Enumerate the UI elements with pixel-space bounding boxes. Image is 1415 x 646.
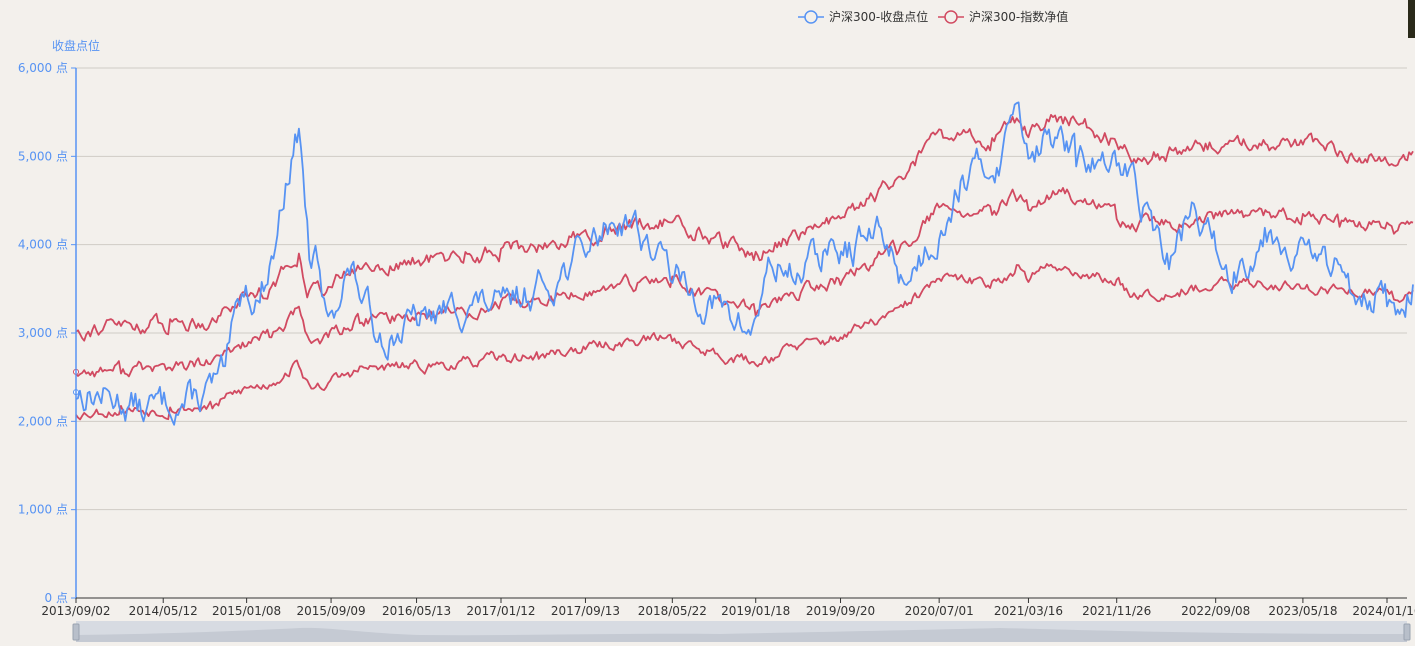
y-tick-label: 5,000 点 bbox=[18, 149, 68, 163]
series-line-net-value-lower[interactable] bbox=[75, 263, 1414, 421]
y-tick-label: 1,000 点 bbox=[18, 503, 68, 517]
series-line-net-value-upper[interactable] bbox=[75, 114, 1414, 342]
x-tick-label: 2020/07/01 bbox=[905, 604, 974, 618]
data-zoom-slider[interactable] bbox=[72, 621, 1411, 642]
x-tick-label: 2016/05/13 bbox=[382, 604, 451, 618]
data-zoom-handle-right[interactable] bbox=[1403, 623, 1411, 641]
legend-label: 沪深300-收盘点位 bbox=[829, 9, 928, 24]
x-tick-label: 2023/05/18 bbox=[1268, 604, 1337, 618]
x-tick-label: 2013/09/02 bbox=[41, 604, 110, 618]
y-axis-title: 收盘点位 bbox=[52, 38, 100, 53]
x-tick-label: 2019/01/18 bbox=[721, 604, 790, 618]
x-tick-label: 2021/11/26 bbox=[1082, 604, 1151, 618]
x-tick-label: 2017/09/13 bbox=[551, 604, 620, 618]
x-axis-ticks: 2013/09/02 2014/05/12 2015/01/08 2015/09/09… bbox=[41, 598, 1415, 618]
x-tick-label: 2019/09/20 bbox=[806, 604, 875, 618]
x-tick-label: 2015/09/09 bbox=[296, 604, 365, 618]
series-line-close[interactable] bbox=[75, 101, 1414, 426]
y-tick-label: 0 点 bbox=[45, 591, 68, 605]
legend-circle-icon bbox=[804, 10, 818, 24]
legend-circle-icon bbox=[944, 10, 958, 24]
x-tick-label: 2024/01/16 bbox=[1352, 604, 1415, 618]
x-tick-label: 2015/01/08 bbox=[212, 604, 281, 618]
legend-item[interactable]: 沪深300-收盘点位 bbox=[798, 9, 928, 24]
grid-lines bbox=[76, 67, 1407, 511]
y-tick-label: 2,000 点 bbox=[18, 414, 68, 428]
x-tick-label: 2021/03/16 bbox=[994, 604, 1063, 618]
series-layer bbox=[73, 101, 1414, 426]
y-tick-label: 4,000 点 bbox=[18, 238, 68, 252]
series-line-net-value[interactable] bbox=[75, 187, 1414, 378]
y-axis-ticks: 0 点 1,000 点 2,000 点 3,000 点 4,000 点 5,000 点 6,… bbox=[18, 61, 76, 605]
x-tick-label: 2017/01/12 bbox=[466, 604, 535, 618]
legend-label: 沪深300-指数净值 bbox=[969, 9, 1068, 24]
data-zoom-handle-left[interactable] bbox=[72, 623, 80, 641]
x-tick-label: 2014/05/12 bbox=[129, 604, 198, 618]
y-tick-label: 3,000 点 bbox=[18, 326, 68, 340]
y-tick-label: 6,000 点 bbox=[18, 61, 68, 75]
x-tick-label: 2018/05/22 bbox=[638, 604, 707, 618]
x-tick-label: 2022/09/08 bbox=[1181, 604, 1250, 618]
data-zoom-preview bbox=[76, 627, 1407, 642]
legend-item[interactable]: 沪深300-指数净值 bbox=[938, 9, 1068, 24]
legend: 沪深300-收盘点位 沪深300-指数净值 bbox=[798, 9, 1068, 24]
corner-thumbnail bbox=[1408, 0, 1415, 38]
